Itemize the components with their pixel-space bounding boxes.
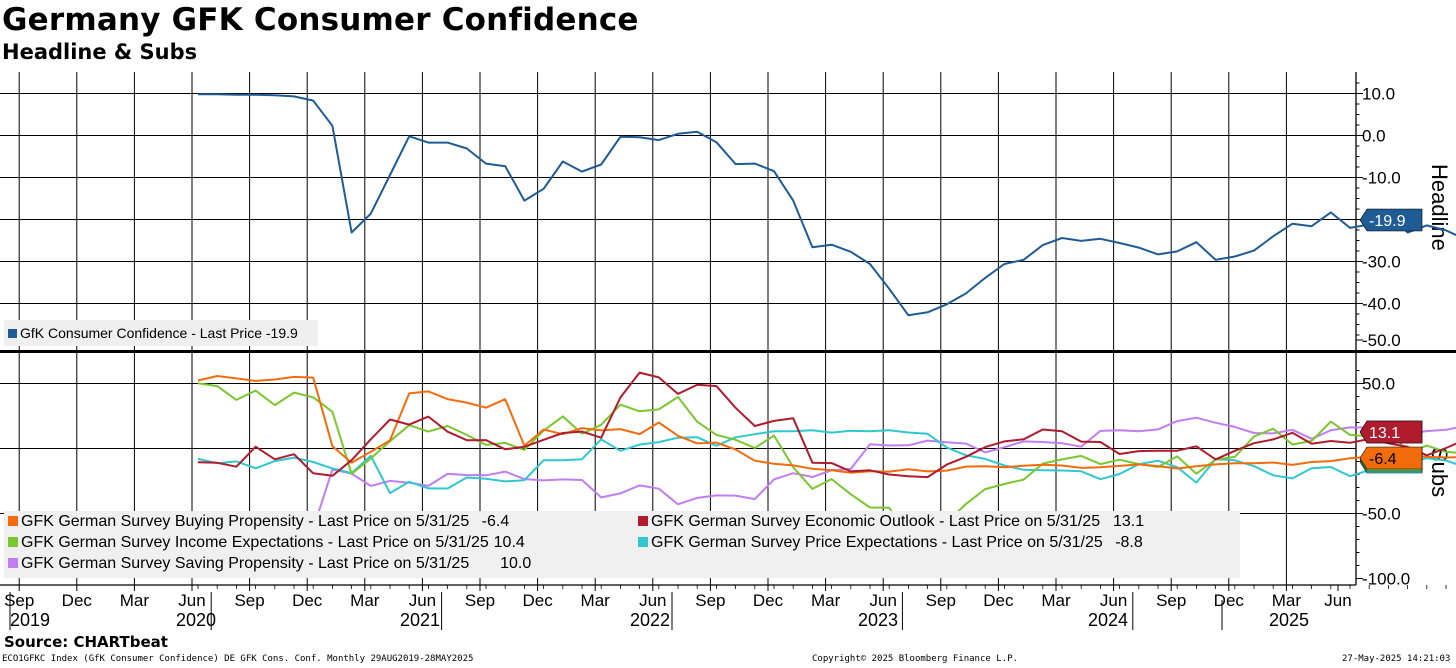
x-tick-label-month: Jun bbox=[869, 591, 896, 610]
legend-value-economic: 13.1 bbox=[1112, 513, 1145, 530]
headline-legend-label: GfK Consumer Confidence - Last Price -19… bbox=[20, 325, 298, 341]
legend-swatch-income bbox=[8, 537, 18, 547]
x-tick-label-year: 2023 bbox=[858, 610, 898, 630]
legend-buying-propensity: GFK German Survey Buying Propensity - La… bbox=[8, 513, 509, 531]
x-tick-label-year: 2019 bbox=[10, 610, 50, 630]
x-tick-label-month: Dec bbox=[292, 591, 323, 610]
economic-outlook-line bbox=[197, 371, 1456, 479]
legend-value-buying: -6.4 bbox=[481, 513, 510, 530]
x-tick-label-month: Dec bbox=[983, 591, 1014, 610]
legend-label-buying: GFK German Survey Buying Propensity - La… bbox=[21, 513, 470, 530]
x-tick-label-month: Mar bbox=[811, 591, 841, 610]
headline-legend-swatch bbox=[8, 329, 17, 338]
legend-value-price: -8.8 bbox=[1115, 534, 1143, 551]
x-tick-label-month: Jun bbox=[1324, 591, 1351, 610]
buying-last-value-tag-text: -6.4 bbox=[1369, 451, 1397, 468]
headline-y-tick-label: -10.0 bbox=[1362, 169, 1401, 188]
x-tick-label-month: Mar bbox=[581, 591, 611, 610]
x-tick-label-month: Dec bbox=[522, 591, 553, 610]
buying-last-value-tag: -6.4 bbox=[1359, 446, 1423, 470]
source-note: Source: CHARTbeat bbox=[4, 633, 168, 651]
x-tick-label-month: Mar bbox=[120, 591, 150, 610]
price-expectations-line bbox=[197, 429, 1456, 495]
x-tick-label-month: Jun bbox=[409, 591, 436, 610]
headline-y-tick-label: 0.0 bbox=[1362, 127, 1386, 146]
buying-last-value-tag-shape bbox=[1359, 446, 1423, 470]
income-expectations-line bbox=[197, 382, 1456, 538]
x-tick-label-month: Mar bbox=[350, 591, 380, 610]
timestamp-footnote: 27-May-2025 14:21:03 bbox=[1342, 654, 1451, 664]
x-tick-label-year: 2020 bbox=[176, 610, 216, 630]
x-tick-label-month: Sep bbox=[926, 591, 956, 610]
x-tick-label-month: Dec bbox=[753, 591, 784, 610]
legend-label-saving: GFK German Survey Saving Propensity - La… bbox=[21, 555, 470, 572]
headline-y-tick-label: -50.0 bbox=[1362, 331, 1401, 350]
chart-title: Germany GFK Consumer Confidence bbox=[2, 2, 639, 38]
headline-y-tick-label: 10.0 bbox=[1362, 85, 1395, 104]
legend-income-expectations: GFK German Survey Income Expectations - … bbox=[8, 534, 525, 552]
x-tick-label-month: Mar bbox=[1272, 591, 1302, 610]
headline-y-tick-label: -30.0 bbox=[1362, 253, 1401, 272]
economic-last-value-tag-shape bbox=[1359, 420, 1423, 444]
economic-last-value-tag: 13.1 bbox=[1359, 420, 1423, 444]
legend-label-economic: GFK German Survey Economic Outlook - Las… bbox=[651, 513, 1101, 530]
headline-axis-label: Headline bbox=[1427, 164, 1452, 251]
legend-price-expectations: GFK German Survey Price Expectations - L… bbox=[638, 534, 1143, 552]
subs-axis-label: Subs bbox=[1427, 447, 1452, 497]
x-tick-label-month: Sep bbox=[4, 591, 34, 610]
subs-y-tick-label: 50.0 bbox=[1362, 375, 1395, 394]
economic-last-value-tag-text: 13.1 bbox=[1369, 425, 1400, 442]
legend-value-income: 10.4 bbox=[493, 534, 525, 551]
legend-economic-outlook: GFK German Survey Economic Outlook - Las… bbox=[638, 513, 1144, 531]
x-tick-label-month: Jun bbox=[178, 591, 205, 610]
x-tick-label-month: Jun bbox=[639, 591, 666, 610]
legend-swatch-price bbox=[638, 537, 648, 547]
x-tick-label-year: 2025 bbox=[1269, 610, 1309, 630]
headline-last-value-tag-shape bbox=[1359, 208, 1423, 232]
x-tick-label-month: Mar bbox=[1041, 591, 1071, 610]
legend-saving-propensity: GFK German Survey Saving Propensity - La… bbox=[8, 555, 531, 573]
legend-swatch-economic bbox=[638, 516, 648, 526]
x-tick-label-year: 2021 bbox=[400, 610, 440, 630]
x-tick-label-month: Dec bbox=[1214, 591, 1245, 610]
x-tick-label-month: Dec bbox=[62, 591, 93, 610]
x-tick-label-month: Sep bbox=[234, 591, 264, 610]
chart-subtitle: Headline & Subs bbox=[2, 40, 198, 64]
x-tick-label-year: 2022 bbox=[630, 610, 670, 630]
legend-swatch-saving bbox=[8, 558, 18, 568]
x-tick-label-month: Sep bbox=[465, 591, 495, 610]
buying-propensity-line bbox=[197, 375, 1456, 474]
subs-legend: GFK German Survey Buying Propensity - La… bbox=[4, 511, 1240, 578]
x-tick-label-month: Jun bbox=[1100, 591, 1127, 610]
subs-y-tick-label: -100.0 bbox=[1362, 570, 1410, 589]
subs-y-tick-label: -50.0 bbox=[1362, 505, 1401, 524]
headline-y-tick-label: -40.0 bbox=[1362, 295, 1401, 314]
headline-last-value-tag-text: -19.9 bbox=[1369, 213, 1406, 230]
legend-label-price: GFK German Survey Price Expectations - L… bbox=[651, 534, 1103, 551]
x-tick-label-month: Sep bbox=[1156, 591, 1186, 610]
ticker-footnote: ECO1GFKC Index (GfK Consumer Confidence)… bbox=[2, 654, 474, 664]
legend-label-income: GFK German Survey Income Expectations - … bbox=[21, 534, 489, 551]
headline-last-value-tag: -19.9 bbox=[1359, 208, 1423, 232]
legend-value-saving: 10.0 bbox=[500, 555, 532, 572]
headline-series-line bbox=[198, 93, 1456, 317]
x-tick-label-year: 2024 bbox=[1088, 610, 1128, 630]
legend-swatch-buying bbox=[8, 516, 18, 526]
x-tick-label-month: Sep bbox=[695, 591, 725, 610]
headline-panel bbox=[0, 72, 1356, 350]
headline-legend: GfK Consumer Confidence - Last Price -19… bbox=[4, 320, 318, 346]
copyright-footnote: Copyright© 2025 Bloomberg Finance L.P. bbox=[812, 654, 1018, 664]
